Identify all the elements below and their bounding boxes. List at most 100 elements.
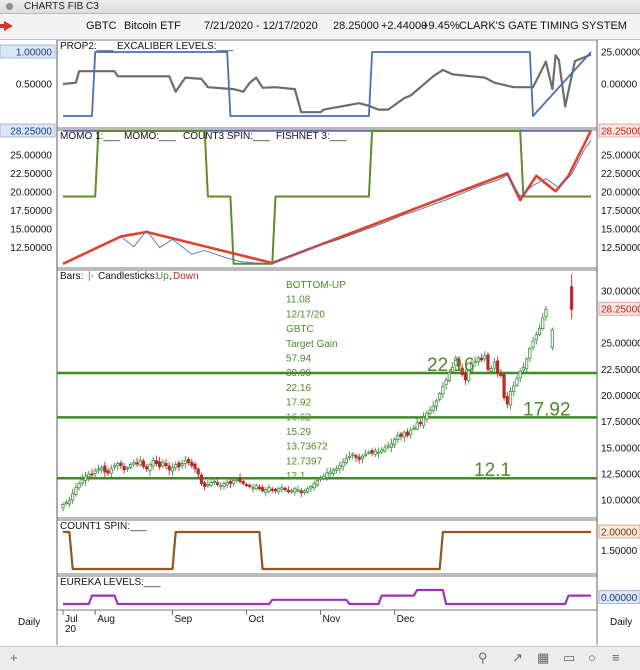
price-right-tick-6: 15.00000 <box>601 443 640 454</box>
candle-body <box>412 427 416 430</box>
candle-body <box>154 460 158 464</box>
candle-body <box>370 450 374 454</box>
bottom-toolbar: + ⚲ ↗ ▦ ▭ ○ ≡ <box>0 646 640 670</box>
annotation-line: 11.08 <box>286 295 311 306</box>
candle-body <box>508 390 513 406</box>
legend-bars-val: |- <box>88 271 94 282</box>
grid-icon[interactable]: ▦ <box>537 650 550 665</box>
candle-body <box>96 468 101 471</box>
sliders-icon[interactable]: ≡ <box>612 650 620 665</box>
candle-body <box>125 467 129 470</box>
annotation-line: GBTC <box>286 324 314 335</box>
symbol-name: Bitcoin ETF <box>124 20 181 32</box>
candle-body <box>550 329 554 348</box>
candle-body <box>479 357 484 361</box>
candle-body <box>206 484 210 487</box>
candle-body <box>232 479 236 484</box>
candle-body <box>141 460 146 468</box>
momo-right-tick-1: 25.00000 <box>601 151 640 162</box>
date-range[interactable]: 7/21/2020 - 12/17/2020 <box>204 20 318 32</box>
candle-body <box>444 379 448 385</box>
candle-body <box>61 503 65 509</box>
candle-body <box>544 308 548 318</box>
candle-body <box>570 286 574 310</box>
momo-left-tick-0: 28.25000 <box>10 127 52 138</box>
candle-body <box>512 385 516 393</box>
candle-body <box>209 482 213 486</box>
momo-right-tick-6: 12.50000 <box>601 243 640 254</box>
timeframe-right: Daily <box>610 617 632 628</box>
chart-canvas[interactable]: PROP2:___ EXCALIBER LEVELS:___ 1.00000 0.50… <box>0 40 640 647</box>
candle-body <box>212 480 216 483</box>
x-label-year: 20 <box>65 624 77 635</box>
annotation-line: 39.99 <box>286 368 311 379</box>
candle-body <box>238 477 242 482</box>
candle-body <box>531 340 535 348</box>
annotation-line: 16.62 <box>286 412 311 423</box>
search-icon[interactable]: ⚲ <box>478 650 488 665</box>
level-label-12.1: 12.1 <box>474 460 511 481</box>
candle-body <box>219 485 223 488</box>
candle-body <box>402 431 406 438</box>
candle-body <box>344 457 348 464</box>
window-titlebar: CHARTS FIB C3 <box>0 0 640 14</box>
momo-left-tick-3: 20.00000 <box>10 188 52 199</box>
excaliber-series-line <box>63 51 592 117</box>
candle-body <box>418 421 422 425</box>
candle-body <box>87 473 91 478</box>
candle-body <box>457 358 461 367</box>
candle-body <box>373 450 377 455</box>
candle-body <box>386 445 390 448</box>
annotation-line: BOTTOM-UP <box>286 280 346 291</box>
candle-body <box>360 455 365 459</box>
candle-body <box>393 439 397 446</box>
candle-body <box>77 483 81 489</box>
price-right-tick-4: 20.00000 <box>601 391 640 402</box>
bell-icon[interactable]: ○ <box>588 650 596 665</box>
candle-body <box>399 433 403 437</box>
candle-body <box>367 451 371 454</box>
candle-body <box>315 479 319 486</box>
momo-left-tick-4: 17.50000 <box>10 206 52 217</box>
symbol-ticker[interactable]: GBTC <box>86 20 117 32</box>
panel-icon[interactable]: ▭ <box>563 650 576 665</box>
candle-body <box>80 478 84 484</box>
price-right-tick-7: 12.50000 <box>601 470 640 481</box>
candle-body <box>177 462 181 468</box>
candle-body <box>167 465 171 471</box>
candle-body <box>74 487 78 495</box>
annotation-line: 13.73672 <box>286 442 328 453</box>
x-label-Dec: Dec <box>397 614 415 625</box>
candle-body <box>244 484 249 487</box>
candle-body <box>441 385 445 395</box>
candle-body <box>389 443 393 448</box>
candle-body <box>280 487 284 490</box>
panel-prop <box>56 40 598 129</box>
candle-body <box>283 487 287 491</box>
candle-body <box>409 429 413 435</box>
momo-left-tick-0-box <box>0 123 56 138</box>
candle-body <box>354 455 358 458</box>
window-control-icon[interactable] <box>6 3 13 10</box>
candle-body <box>93 470 97 474</box>
count-right-tick-2-box <box>598 524 640 539</box>
candle-body <box>541 317 545 330</box>
candle-body <box>331 469 336 474</box>
count-right-tick-2: 2.00000 <box>601 528 638 539</box>
candle-body <box>293 488 297 493</box>
candle-body <box>186 459 191 463</box>
price-change: +2.44000 <box>381 20 428 32</box>
candle-body <box>277 488 281 493</box>
chart-line-icon[interactable]: ↗ <box>512 650 523 665</box>
candle-body <box>521 366 525 371</box>
legend-sep: , <box>169 271 172 282</box>
candle-body <box>318 477 323 480</box>
candle-body <box>302 490 307 493</box>
candle-body <box>183 460 187 465</box>
arrow-right-icon[interactable] <box>0 21 13 31</box>
annotation-line: 22.16 <box>286 383 311 394</box>
add-icon[interactable]: + <box>10 650 18 665</box>
candle-body <box>170 467 175 472</box>
timeframe-left: Daily <box>18 617 40 628</box>
legend-count1: COUNT1 SPIN:___ <box>60 521 147 532</box>
